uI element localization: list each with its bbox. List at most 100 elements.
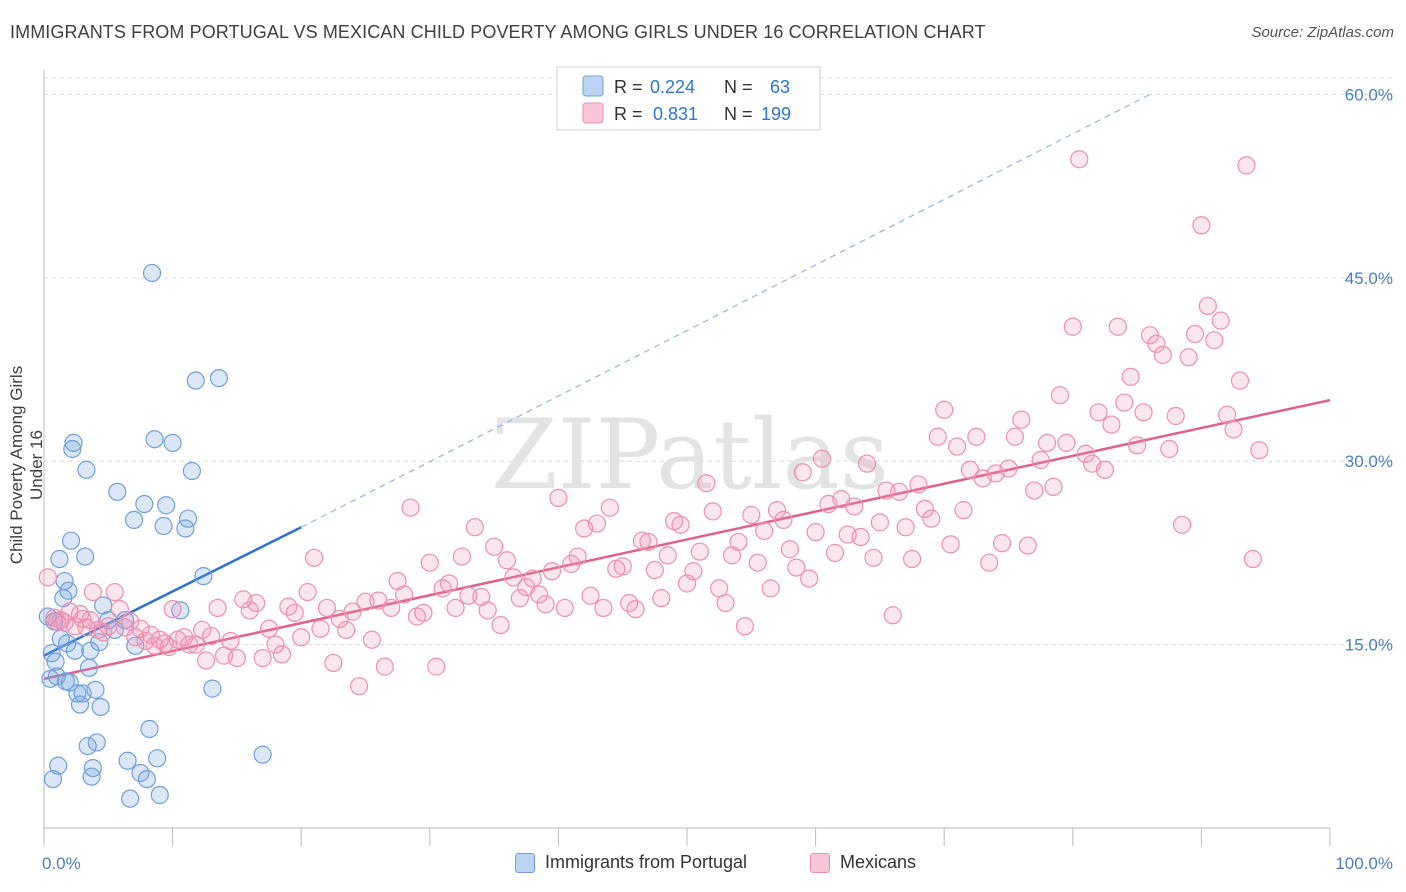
legend-n-label: N =	[724, 77, 753, 97]
data-point-portugal	[253, 745, 272, 764]
data-point-mexicans	[465, 518, 484, 537]
legend-n-value: 199	[761, 104, 791, 124]
legend-r-value: 0.224	[650, 77, 695, 97]
data-point-mexicans	[394, 585, 414, 604]
data-point-mexicans	[748, 553, 767, 572]
data-point-mexicans	[1166, 406, 1185, 426]
data-point-portugal	[76, 547, 95, 566]
data-point-portugal	[135, 494, 154, 514]
data-point-mexicans	[755, 521, 774, 541]
data-point-portugal	[77, 460, 96, 479]
ticks: 15.0% 30.0% 45.0% 60.0% 0.0% 100.0%	[42, 85, 1393, 873]
data-point-mexicans	[594, 598, 613, 618]
swatch-icon	[515, 852, 535, 873]
data-point-mexicans	[767, 501, 787, 520]
data-point-mexicans	[864, 548, 883, 567]
data-point-mexicans	[915, 499, 935, 519]
data-point-portugal	[145, 430, 164, 449]
data-point-mexicans	[163, 600, 182, 619]
legend-r-value: 0.831	[653, 104, 698, 124]
data-point-mexicans	[110, 600, 129, 619]
data-point-portugal	[61, 531, 81, 550]
data-point-mexicans	[536, 595, 555, 614]
data-point-mexicans	[941, 535, 960, 554]
data-point-portugal	[87, 733, 106, 752]
data-point-mexicans	[716, 593, 735, 613]
data-point-mexicans	[73, 609, 92, 629]
data-point-mexicans	[1108, 317, 1127, 336]
data-point-portugal	[49, 756, 68, 775]
data-point-mexicans	[780, 540, 799, 559]
data-point-mexicans	[800, 569, 819, 588]
data-point-mexicans	[1147, 334, 1166, 353]
legend-item-mexicans[interactable]: Mexicans	[810, 852, 916, 873]
data-point-mexicans	[414, 603, 433, 622]
data-point-mexicans	[851, 527, 870, 547]
bottom-legend: Immigrants from Portugal Mexicans	[0, 852, 1406, 878]
data-point-mexicans	[510, 589, 529, 608]
data-point-mexicans	[81, 611, 100, 630]
data-point-mexicans	[180, 635, 199, 654]
data-point-mexicans	[742, 505, 761, 525]
data-point-mexicans	[555, 598, 574, 618]
legend-n-value: 63	[770, 77, 790, 97]
data-point-mexicans	[240, 601, 259, 620]
data-point-mexicans	[883, 606, 902, 625]
data-point-mexicans	[562, 554, 581, 574]
trend-line-portugal-extension	[300, 93, 1151, 528]
data-point-mexicans	[491, 615, 510, 635]
data-point-mexicans	[99, 617, 118, 636]
data-point-mexicans	[1121, 367, 1140, 386]
data-point-portugal	[178, 509, 198, 528]
data-point-mexicans	[626, 600, 645, 619]
data-point-mexicans	[439, 574, 459, 593]
data-point-mexicans	[999, 459, 1018, 478]
data-point-mexicans	[697, 474, 716, 493]
data-point-mexicans	[542, 562, 562, 581]
trend-lines	[43, 93, 1331, 681]
data-point-portugal	[121, 789, 140, 808]
data-point-portugal	[194, 567, 213, 586]
data-point-mexicans	[1153, 345, 1172, 364]
data-point-mexicans	[857, 454, 877, 473]
data-point-mexicans	[703, 502, 722, 521]
data-point-portugal	[68, 684, 87, 703]
data-point-mexicans	[193, 620, 212, 640]
data-point-mexicans	[196, 651, 216, 670]
data-point-mexicans	[761, 579, 780, 598]
legend-n-label: N =	[724, 104, 753, 124]
axes	[43, 70, 1331, 846]
data-point-mexicans	[497, 551, 517, 570]
data-point-mexicans	[1179, 348, 1198, 367]
data-point-mexicans	[1005, 427, 1025, 446]
data-point-portugal	[70, 695, 90, 714]
data-point-portugal	[163, 433, 182, 452]
data-point-mexicans	[1115, 393, 1134, 412]
swatch-icon	[810, 852, 830, 873]
data-point-mexicans	[420, 553, 439, 572]
data-point-mexicans	[259, 619, 279, 638]
data-point-mexicans	[896, 518, 915, 537]
data-point-mexicans	[504, 568, 523, 587]
chart-title: IMMIGRANTS FROM PORTUGAL VS MEXICAN CHIL…	[10, 22, 986, 42]
data-point-mexicans	[382, 598, 401, 618]
data-point-portugal	[64, 433, 83, 452]
data-point-mexicans	[568, 547, 587, 566]
data-point-mexicans	[1198, 296, 1217, 316]
data-point-portugal	[43, 769, 63, 789]
data-point-mexicans	[793, 463, 812, 482]
data-point-mexicans	[587, 514, 607, 533]
data-point-mexicans	[992, 534, 1012, 553]
data-point-mexicans	[1224, 420, 1243, 439]
data-point-mexicans	[1243, 549, 1262, 569]
data-point-mexicans	[806, 523, 825, 542]
data-point-mexicans	[1025, 481, 1044, 500]
data-point-mexicans	[1250, 441, 1269, 460]
data-point-mexicans	[356, 592, 375, 611]
data-point-mexicans	[658, 546, 677, 565]
data-point-portugal	[108, 482, 127, 501]
data-point-portugal	[137, 769, 156, 789]
legend-item-portugal[interactable]: Immigrants from Portugal	[515, 852, 747, 873]
data-point-portugal	[86, 680, 105, 699]
data-point-mexicans	[304, 548, 324, 567]
